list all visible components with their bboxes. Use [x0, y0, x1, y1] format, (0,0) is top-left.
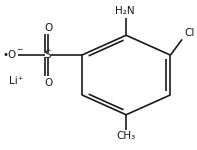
Text: Li⁺: Li⁺: [9, 76, 23, 86]
Text: Cl: Cl: [184, 28, 194, 38]
Text: O: O: [44, 78, 52, 88]
Text: H₂N: H₂N: [115, 6, 135, 16]
Text: •O: •O: [3, 50, 17, 60]
Text: S: S: [45, 50, 51, 60]
Text: CH₃: CH₃: [116, 131, 136, 141]
Text: O: O: [44, 23, 52, 33]
Text: −: −: [16, 45, 22, 54]
